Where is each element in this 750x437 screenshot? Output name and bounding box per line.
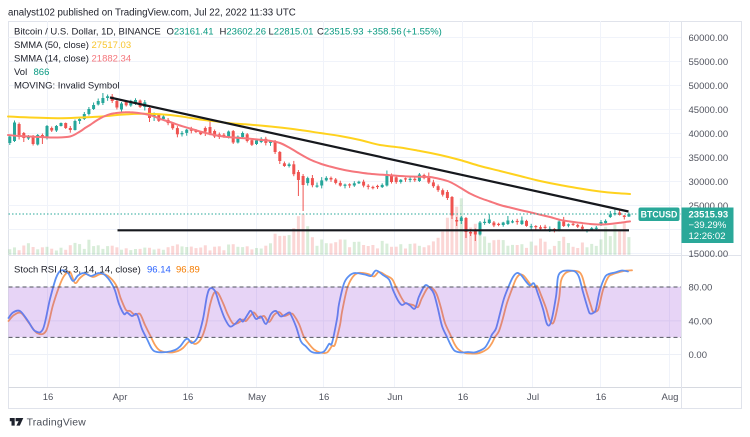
svg-text:25000.00: 25000.00 xyxy=(689,201,729,212)
svg-text:80.00: 80.00 xyxy=(689,282,713,293)
svg-text:MOVING: Invalid Symbol: MOVING: Invalid Symbol xyxy=(14,81,120,92)
svg-text:16: 16 xyxy=(183,392,194,403)
svg-text:23515.93: 23515.93 xyxy=(689,209,729,220)
svg-text:16: 16 xyxy=(319,392,330,403)
svg-text:50000.00: 50000.00 xyxy=(689,81,729,92)
svg-text:TradingView: TradingView xyxy=(27,418,87,429)
svg-text:Bitcoin / U.S. Dollar, 1D, BIN: Bitcoin / U.S. Dollar, 1D, BINANCE xyxy=(14,27,161,38)
svg-text:analyst102 published on Tradin: analyst102 published on TradingView.com,… xyxy=(8,8,296,19)
svg-text:40.00: 40.00 xyxy=(689,316,713,327)
svg-text:Jun: Jun xyxy=(387,392,402,403)
svg-text:866: 866 xyxy=(34,67,50,78)
svg-text:15000.00: 15000.00 xyxy=(689,249,729,260)
svg-text:35000.00: 35000.00 xyxy=(689,153,729,164)
svg-text:(+1.55%): (+1.55%) xyxy=(403,27,442,38)
svg-text:−39.29%: −39.29% xyxy=(689,220,727,231)
svg-text:96.89: 96.89 xyxy=(176,264,200,275)
svg-text:60000.00: 60000.00 xyxy=(689,33,729,44)
svg-text:Aug: Aug xyxy=(662,392,679,403)
svg-text:Stoch RSI (3, 3, 14, 14, close: Stoch RSI (3, 3, 14, 14, close) xyxy=(14,264,141,275)
svg-text:96.14: 96.14 xyxy=(147,264,171,275)
svg-text:16: 16 xyxy=(596,392,607,403)
svg-text:H23602.26: H23602.26 xyxy=(220,27,267,38)
svg-text:21882.34: 21882.34 xyxy=(92,54,132,65)
svg-text:12:26:02: 12:26:02 xyxy=(689,231,726,242)
svg-text:+358.56: +358.56 xyxy=(367,27,402,38)
svg-text:16: 16 xyxy=(458,392,469,403)
svg-text:May: May xyxy=(248,392,266,403)
svg-text:SMMA (14, close): SMMA (14, close) xyxy=(14,54,89,65)
svg-text:O23161.41: O23161.41 xyxy=(167,27,214,38)
svg-text:Apr: Apr xyxy=(113,392,128,403)
svg-text:Vol: Vol xyxy=(14,67,27,78)
svg-text:45000.00: 45000.00 xyxy=(689,105,729,116)
svg-text:40000.00: 40000.00 xyxy=(689,129,729,140)
svg-text:0.00: 0.00 xyxy=(689,350,708,361)
svg-text:55000.00: 55000.00 xyxy=(689,57,729,68)
svg-text:C23515.93: C23515.93 xyxy=(317,27,364,38)
svg-text:BTCUSD: BTCUSD xyxy=(641,209,678,219)
svg-text:16: 16 xyxy=(43,392,54,403)
svg-text:SMMA (50, close): SMMA (50, close) xyxy=(14,40,89,51)
svg-text:L22815.01: L22815.01 xyxy=(269,27,314,38)
svg-text:Jul: Jul xyxy=(527,392,539,403)
svg-text:27517.03: 27517.03 xyxy=(92,40,132,51)
svg-text:30000.00: 30000.00 xyxy=(689,177,729,188)
